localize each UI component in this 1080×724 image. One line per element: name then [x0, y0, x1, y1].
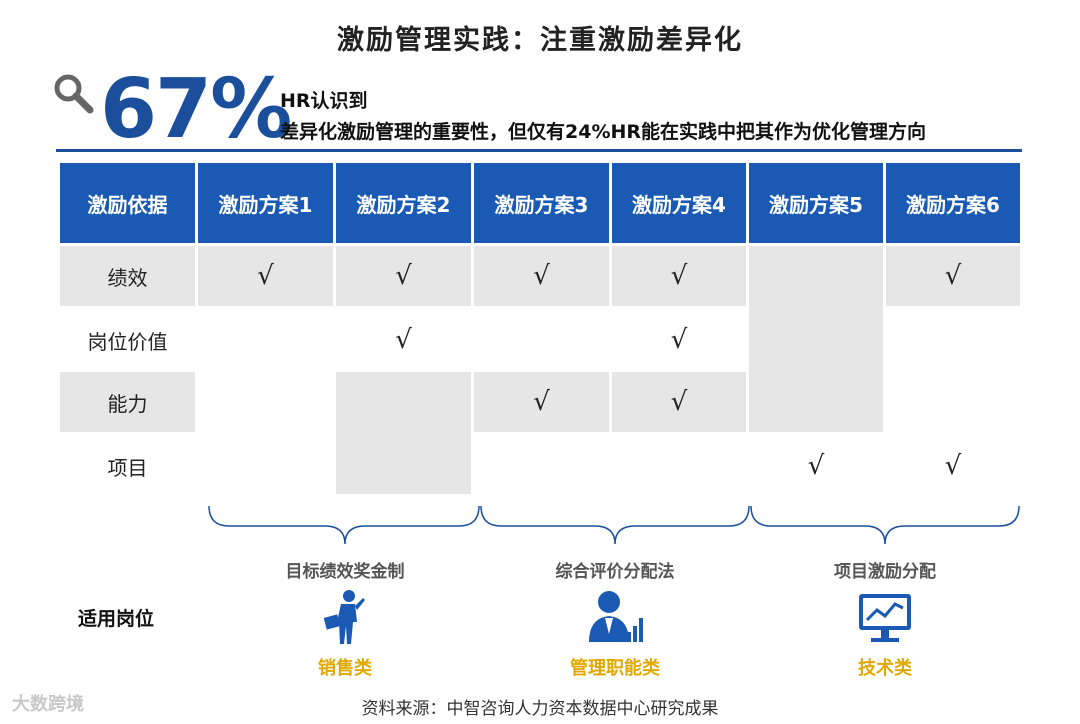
- stat-line-1: HR认识到: [280, 90, 368, 112]
- header-plan-1: 激励方案1: [198, 163, 333, 243]
- divider: [56, 149, 1022, 152]
- page-title: 激励管理实践：注重激励差异化: [337, 25, 743, 56]
- manager-chart-icon: [589, 591, 643, 642]
- check-r1-c6: √: [886, 246, 1020, 306]
- header-plan-6: 激励方案6: [886, 163, 1020, 243]
- stat-value: 67%: [100, 62, 292, 157]
- monitor-chart-icon: [859, 594, 911, 642]
- source-note: 资料来源：中智咨询人力资本数据中心研究成果: [361, 699, 719, 719]
- role-label-management: 管理职能类: [570, 658, 660, 679]
- group-label-project-incentive: 项目激励分配: [834, 562, 936, 582]
- stat-line-2: 差异化激励管理的重要性，但仅有24%HR能在实践中把其作为优化管理方向: [280, 121, 927, 143]
- check-r1-c2: √: [336, 246, 471, 306]
- header-plan-3: 激励方案3: [474, 163, 609, 243]
- grey-block-plan-5: [749, 246, 883, 432]
- check-r2-c4: √: [670, 325, 688, 355]
- check-r3-c3: √: [474, 372, 609, 432]
- salesperson-icon: [323, 590, 365, 644]
- row-label-ability: 能力: [60, 372, 195, 432]
- check-r4-c5: √: [807, 451, 825, 481]
- header-plan-5: 激励方案5: [749, 163, 883, 243]
- row-label-project: 项目: [107, 455, 148, 480]
- header-plan-2: 激励方案2: [336, 163, 471, 243]
- check-r2-c2: √: [395, 325, 412, 355]
- grey-block-plan-2: [336, 372, 471, 494]
- group-label-comprehensive: 综合评价分配法: [555, 562, 675, 582]
- group-label-target-bonus: 目标绩效奖金制: [285, 562, 405, 582]
- check-r1-c1: √: [198, 246, 333, 306]
- header-plan-4: 激励方案4: [612, 163, 746, 243]
- role-label-sales: 销售类: [318, 658, 372, 679]
- check-r4-c6: √: [944, 451, 962, 481]
- row-label-performance: 绩效: [60, 246, 195, 306]
- group-brackets: [208, 505, 1020, 545]
- check-r1-c4: √: [612, 246, 746, 306]
- check-r1-c3: √: [474, 246, 609, 306]
- watermark: 大数跨境: [12, 694, 84, 715]
- check-r3-c4: √: [612, 372, 746, 432]
- header-basis: 激励依据: [60, 163, 195, 243]
- applicable-positions-label: 适用岗位: [78, 608, 155, 630]
- role-label-technical: 技术类: [858, 658, 912, 679]
- search-icon: [54, 74, 94, 114]
- row-label-position-value: 岗位价值: [87, 329, 168, 354]
